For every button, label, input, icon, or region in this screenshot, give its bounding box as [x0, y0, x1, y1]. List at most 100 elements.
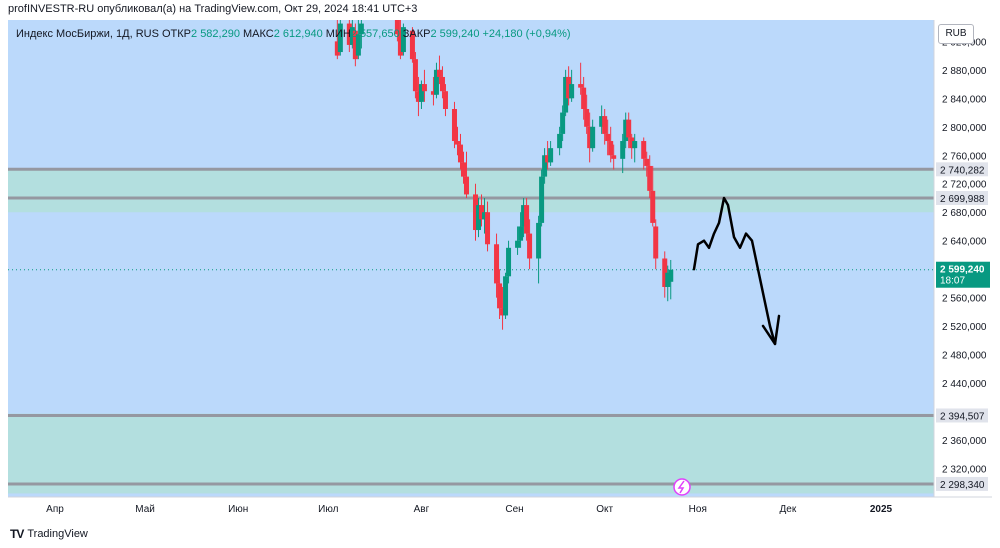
candle-body — [584, 108, 590, 127]
candle-body — [485, 212, 491, 245]
support-zone-1 — [8, 413, 934, 494]
y-tick-label: 2 320,000 — [942, 465, 987, 476]
candle-body — [442, 91, 448, 109]
candle-body — [524, 205, 530, 234]
candle-body — [500, 308, 506, 316]
x-tick-label: Ноя — [689, 504, 707, 515]
y-tick-label: 2 760,000 — [942, 151, 987, 162]
candle-body — [581, 87, 587, 109]
candle — [337, 20, 343, 56]
candle-body — [349, 27, 355, 45]
candle — [421, 69, 427, 102]
candle — [503, 272, 509, 320]
candle-body — [518, 226, 524, 241]
level-price-tag: 2 740,282 — [936, 162, 988, 177]
candle — [668, 259, 674, 300]
lightning-icon — [677, 480, 685, 494]
candle-body — [623, 119, 629, 142]
candle-body — [611, 155, 617, 159]
x-tick-label: Окт — [596, 504, 613, 515]
legend-open-label: ОТКР — [161, 28, 192, 40]
candle-body — [439, 76, 445, 92]
candle — [409, 27, 415, 63]
x-tick-label: Дек — [780, 504, 797, 515]
candle — [542, 148, 548, 184]
y-tick-label: 2 680,000 — [942, 208, 987, 219]
y-tick-label: 2 480,000 — [942, 351, 987, 362]
level-tag-bg — [936, 162, 988, 177]
candle-body — [539, 176, 545, 223]
level-tag-label: 2 740,282 — [940, 165, 985, 176]
candle-body — [605, 133, 611, 142]
candle-body — [587, 126, 593, 149]
candle — [400, 23, 406, 56]
candle — [590, 119, 596, 152]
candle — [623, 112, 629, 149]
candle — [653, 219, 659, 270]
candle — [457, 133, 463, 170]
x-tick-label: Июл — [318, 504, 338, 515]
candle-body — [503, 276, 509, 316]
candle-body — [626, 119, 632, 138]
candle — [662, 251, 668, 298]
candle — [494, 233, 500, 298]
candle-body — [352, 30, 358, 60]
candle-body — [412, 59, 418, 92]
y-tick-label: 2 520,000 — [942, 322, 987, 333]
candle-body — [463, 176, 469, 195]
candle — [506, 240, 512, 284]
candle-body — [473, 194, 479, 231]
candle-body — [494, 244, 500, 284]
candle-body — [662, 258, 668, 287]
candle — [476, 197, 482, 238]
candle — [412, 52, 418, 99]
candle-body — [527, 233, 533, 259]
candle — [632, 133, 638, 163]
candle — [626, 112, 632, 149]
y-tick-label: 2 840,000 — [942, 94, 987, 105]
candle-body — [421, 84, 427, 92]
candle — [665, 265, 671, 302]
level-tag-label: 2 298,340 — [940, 480, 985, 491]
candle — [355, 20, 361, 60]
x-tick-label: Сен — [505, 504, 523, 515]
candle — [433, 62, 439, 99]
candle-body — [337, 23, 343, 53]
y-tick-label: 2 640,000 — [942, 237, 987, 248]
candle-body — [355, 34, 361, 56]
candle-body — [629, 137, 635, 149]
candle — [539, 169, 545, 227]
currency-button[interactable]: RUB — [938, 24, 974, 44]
candle — [430, 76, 436, 106]
candle-body — [557, 133, 563, 149]
legend-close-label: ЗАКР — [402, 28, 431, 40]
candle-body — [563, 76, 569, 113]
legend-open-value: 2 582,290 — [191, 28, 240, 40]
candle-body — [497, 283, 503, 309]
x-tick-label: Май — [135, 504, 155, 515]
candle — [536, 215, 542, 284]
candle — [349, 20, 355, 49]
y-tick-label: 2 560,000 — [942, 294, 987, 305]
candle — [644, 151, 650, 177]
candle-body — [545, 155, 551, 163]
level-price-tag: 2 394,507 — [936, 408, 988, 423]
x-tick-label: 2025 — [870, 504, 893, 515]
forecast-drawing — [692, 196, 777, 346]
candle — [460, 151, 466, 184]
candle — [397, 20, 403, 60]
candle — [545, 141, 551, 170]
level-tag-bg — [936, 408, 988, 423]
y-tick-label: 2 800,000 — [942, 123, 987, 134]
candle-body — [578, 84, 584, 88]
candle-body — [515, 240, 521, 248]
candle — [602, 108, 608, 145]
level-price-tag: 2 699,988 — [936, 190, 988, 205]
y-tick-label: 2 880,000 — [942, 66, 987, 77]
legend-symbol: Индекс МосБиржи, 1Д, RUS — [16, 28, 159, 40]
candle-body — [460, 162, 466, 177]
candles-group — [334, 20, 674, 330]
candle — [451, 101, 457, 149]
y-tick-label: 2 360,000 — [942, 436, 987, 447]
